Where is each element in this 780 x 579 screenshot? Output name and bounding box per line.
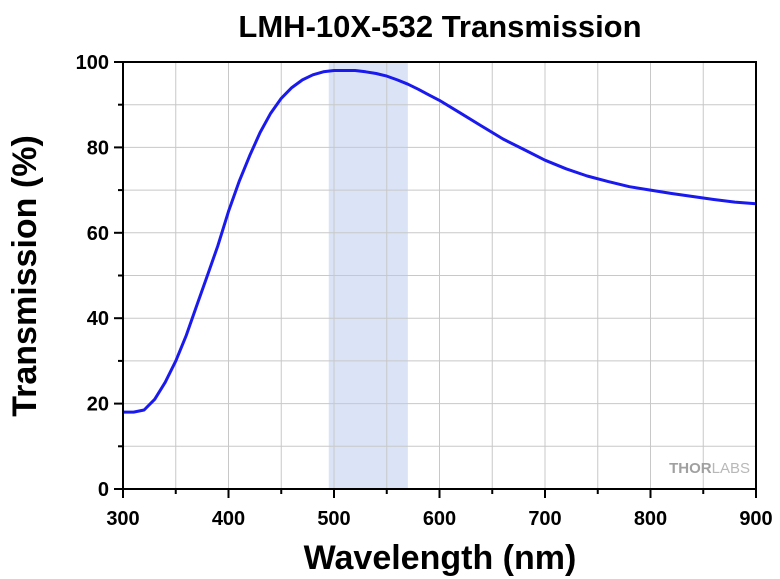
chart-title: LMH-10X-532 Transmission (238, 9, 641, 44)
series-line-transmission (123, 69, 757, 414)
x-axis-label: Wavelength (nm) (304, 539, 577, 577)
plot-frame (122, 61, 757, 490)
y-tick-label: 60 (87, 223, 109, 245)
x-tick-label: 900 (739, 508, 772, 530)
x-tick-label: 600 (423, 508, 456, 530)
x-tick-label: 400 (212, 508, 245, 530)
y-tick-label: 0 (98, 479, 109, 501)
y-tick-label: 20 (87, 394, 109, 416)
x-tick-label: 300 (106, 508, 139, 530)
x-tick-label: 700 (528, 508, 561, 530)
y-tick-label: 80 (87, 137, 109, 159)
y-axis-label: Transmission (%) (6, 135, 44, 417)
watermark-thor: THOR (669, 460, 712, 477)
svg-text:THORLABS: THORLABS (669, 460, 750, 477)
y-tick-label: 40 (87, 308, 109, 330)
watermark-labs: LABS (712, 460, 750, 477)
x-tick-label: 500 (317, 508, 350, 530)
y-tick-label: 100 (76, 52, 109, 74)
thorlabs-watermark: THORLABS (669, 460, 750, 477)
x-tick-label: 800 (634, 508, 667, 530)
